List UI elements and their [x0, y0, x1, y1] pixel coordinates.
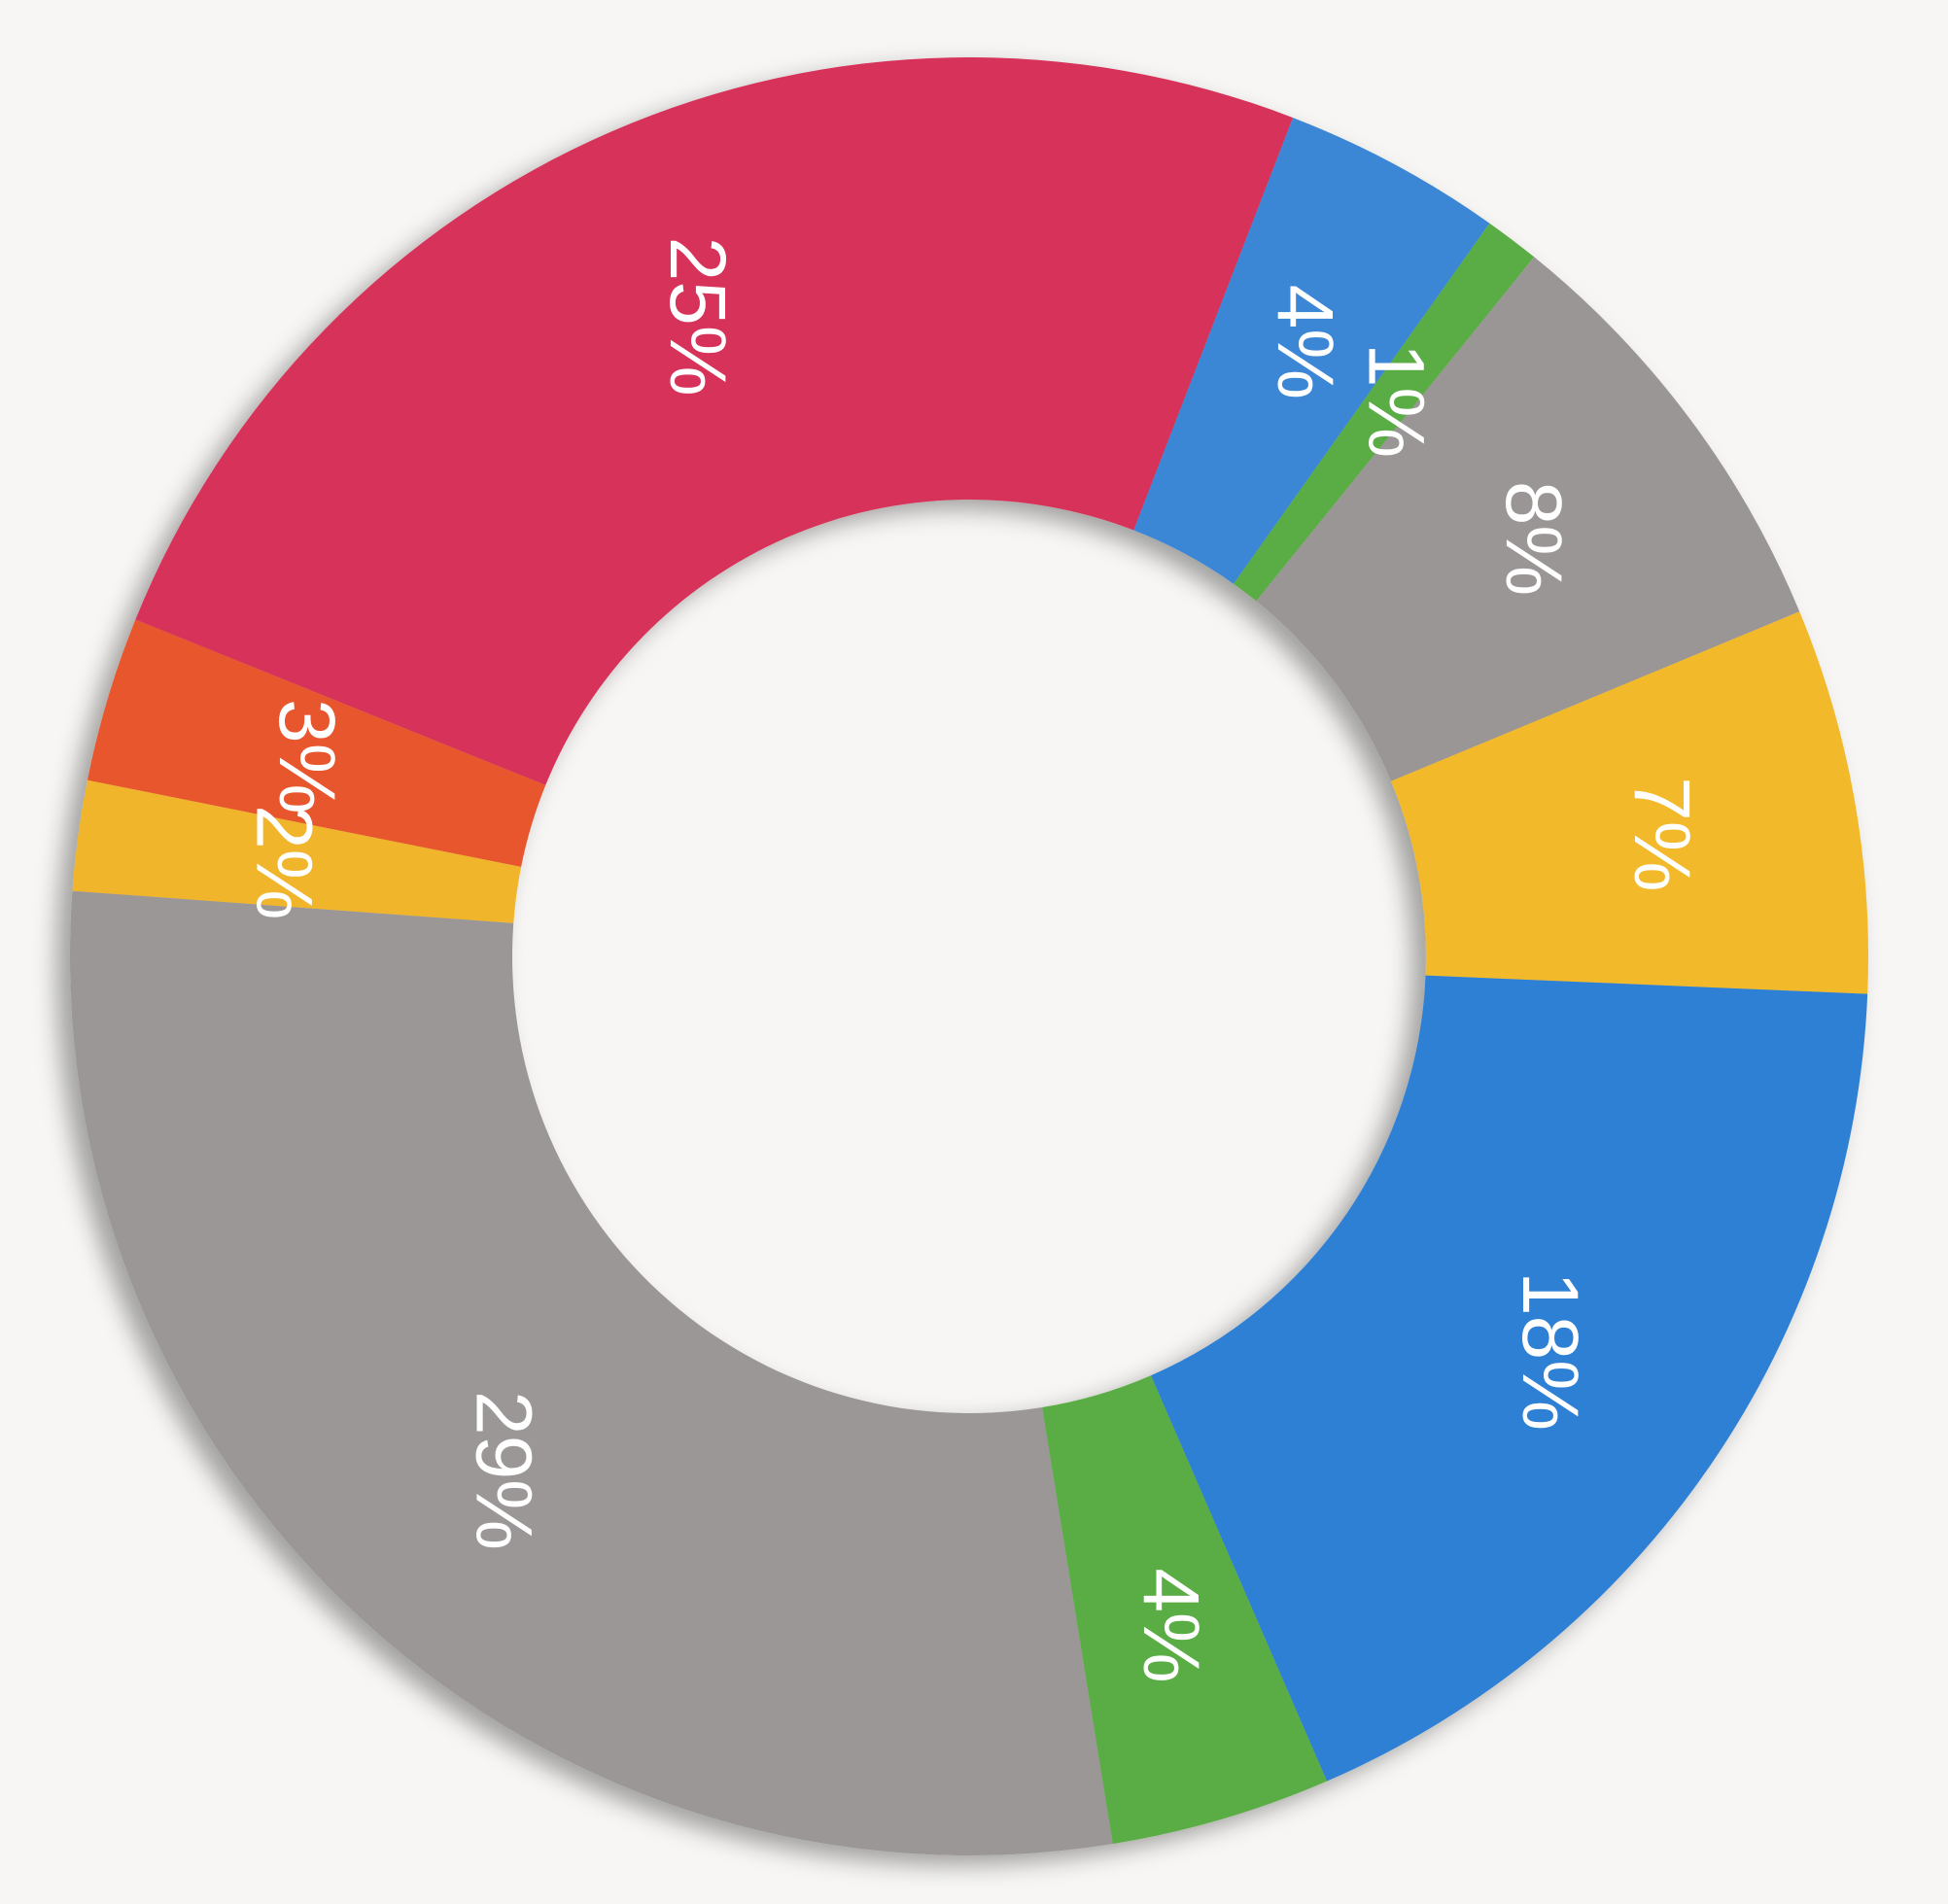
data-label: 2% — [239, 805, 328, 920]
data-label: 8% — [1489, 481, 1578, 597]
data-label: 3% — [262, 699, 351, 814]
donut-segment — [1256, 257, 1800, 781]
donut-segment — [135, 57, 1294, 785]
donut-segment — [69, 890, 1113, 1855]
donut-segment — [1391, 611, 1868, 994]
data-label: 4% — [1261, 285, 1349, 400]
data-label: 25% — [653, 237, 742, 397]
data-label: 7% — [1618, 777, 1706, 892]
labels: 25% 4%1%8%7%18%4%29%2%3% — [239, 237, 1705, 1683]
donut-segment — [1151, 975, 1868, 1782]
data-label: 1% — [1352, 343, 1441, 459]
donut — [69, 57, 1868, 1855]
donut-segment — [1234, 223, 1535, 602]
donut-segment — [72, 779, 522, 923]
data-label: 4% — [1127, 1568, 1215, 1683]
donut-segment — [1042, 1375, 1328, 1845]
donut-segment — [1133, 118, 1490, 584]
data-label: 29% — [460, 1391, 548, 1550]
data-label: 18% — [1506, 1271, 1594, 1431]
donut-segment — [87, 619, 546, 867]
